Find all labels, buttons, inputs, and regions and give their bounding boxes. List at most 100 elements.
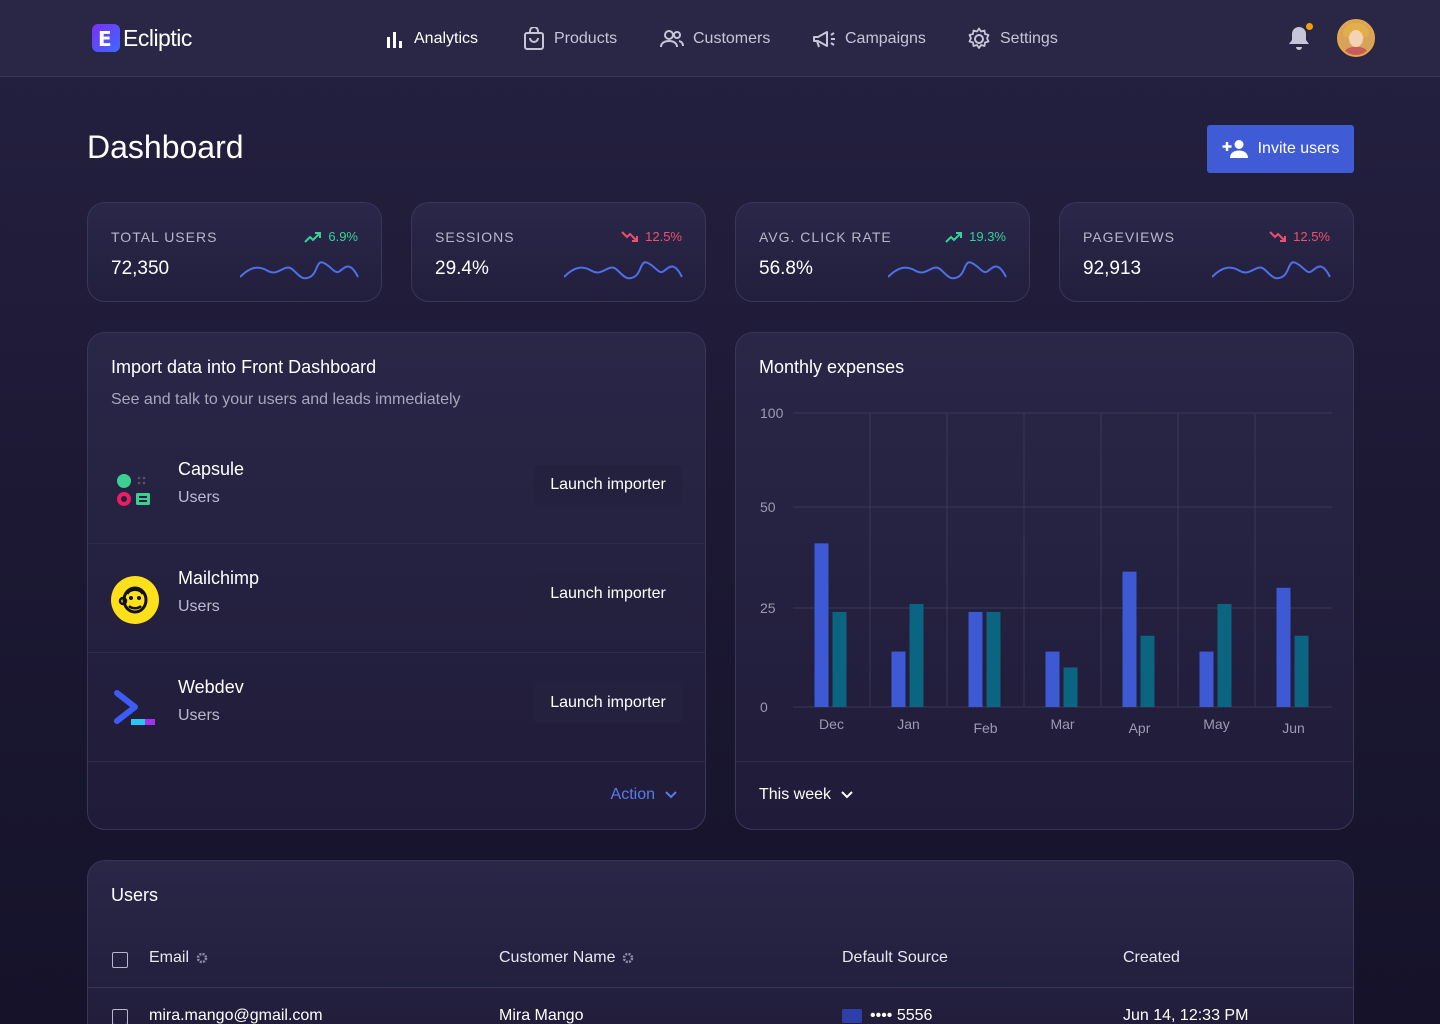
bar: [1045, 651, 1060, 707]
users-table-title: Users: [111, 885, 159, 905]
invite-users-label: Invite users: [1257, 140, 1340, 157]
stat-change-value: 12.5%: [645, 229, 682, 244]
bar-chart-icon: [387, 32, 402, 48]
select-all-checkbox[interactable]: [112, 952, 128, 968]
bar: [814, 543, 829, 707]
cell-email: mira.mango@gmail.com: [149, 1007, 323, 1024]
logo-letter: E: [98, 27, 112, 51]
bar: [1140, 635, 1155, 707]
launch-importer-button[interactable]: Launch importer: [534, 465, 682, 505]
column-header-label: Created: [1123, 949, 1180, 966]
stat-label: SESSIONS: [435, 229, 515, 245]
gear-icon[interactable]: [196, 952, 208, 964]
importer-subtitle: Users: [178, 489, 220, 506]
webdev-logo-icon: [114, 690, 155, 725]
nav-label-settings: Settings: [1000, 30, 1058, 47]
cell-created: Jun 14, 12:33 PM: [1123, 1007, 1249, 1024]
bar: [986, 611, 1001, 707]
stat-card-sessions: SESSIONS 12.5% 29.4%: [411, 202, 706, 302]
nav-label-products: Products: [554, 30, 618, 47]
action-label: Action: [610, 786, 655, 803]
sparkline: [564, 261, 683, 280]
app-name: Ecliptic: [123, 24, 192, 51]
add-user-icon: [1222, 140, 1248, 158]
bar: [1199, 651, 1214, 707]
column-header-label: Default Source: [842, 949, 948, 966]
trend-up-icon: [304, 231, 322, 243]
logo-mark-icon: E: [92, 24, 120, 52]
x-tick-label: Mar: [1050, 716, 1074, 732]
period-select[interactable]: This week: [759, 786, 853, 804]
users-icon: [660, 30, 684, 48]
nav-item-campaigns[interactable]: Campaigns: [812, 24, 926, 54]
chevron-down-icon: [665, 791, 677, 799]
column-header-label: Customer Name: [499, 949, 616, 966]
stat-value: 92,913: [1083, 258, 1142, 279]
nav-item-settings[interactable]: Settings: [967, 24, 1058, 54]
trend-up-icon: [945, 231, 963, 243]
megaphone-icon: [813, 31, 835, 48]
stat-change-value: 12.5%: [1293, 229, 1330, 244]
notification-dot: [1306, 23, 1313, 30]
y-tick-label: 25: [760, 600, 776, 616]
column-header-customer-name[interactable]: Customer Name: [499, 949, 634, 967]
credit-card-icon: [842, 1009, 862, 1023]
trend-down-icon: [1269, 230, 1287, 242]
page-title: Dashboard: [87, 129, 244, 165]
x-tick-label: Dec: [819, 716, 844, 732]
sparkline: [1212, 261, 1331, 280]
bar: [909, 603, 924, 707]
stat-value: 72,350: [111, 258, 170, 279]
nav-label-analytics: Analytics: [414, 30, 479, 47]
stat-value: 56.8%: [759, 258, 813, 279]
import-panel-subtitle: See and talk to your users and leads imm…: [111, 391, 461, 408]
stat-card-total-users: TOTAL USERS 6.9% 72,350: [87, 202, 382, 302]
importer-name: Capsule: [178, 459, 245, 479]
trend-down-icon: [621, 230, 639, 242]
bar: [968, 611, 983, 707]
row-checkbox[interactable]: [112, 1009, 128, 1024]
sparkline: [240, 261, 359, 280]
period-label: This week: [759, 786, 832, 803]
column-header-created[interactable]: Created: [1123, 949, 1180, 967]
x-tick-label: Jan: [897, 716, 920, 732]
bar: [891, 651, 906, 707]
action-dropdown[interactable]: Action: [611, 786, 677, 804]
avatar-shirt: [1343, 47, 1369, 55]
stat-change: 6.9%: [304, 229, 358, 244]
nav-item-products[interactable]: Products: [523, 24, 617, 54]
monthly-expenses-chart: 100 50 25 0 Dec Jan Feb Mar Apr May Jun: [760, 405, 1332, 736]
chevron-down-icon: [841, 791, 853, 799]
gear-icon[interactable]: [622, 952, 634, 964]
stat-change: 12.5%: [621, 229, 682, 244]
nav-item-analytics[interactable]: Analytics: [385, 24, 478, 54]
nav-label-campaigns: Campaigns: [845, 30, 926, 47]
invite-users-button[interactable]: Invite users: [1207, 125, 1354, 173]
import-panel-title: Import data into Front Dashboard: [111, 357, 377, 377]
user-avatar[interactable]: [1337, 19, 1375, 57]
bar: [1217, 603, 1232, 707]
sparkline: [888, 261, 1007, 280]
card-number: •••• 5556: [870, 1007, 933, 1024]
importer-row-mailchimp: Mailchimp Users Launch importer: [88, 544, 705, 653]
column-header-default-source[interactable]: Default Source: [842, 949, 948, 967]
bar: [1063, 667, 1078, 707]
launch-importer-button[interactable]: Launch importer: [534, 574, 682, 614]
top-navigation-bar: E Ecliptic Analytics Products Customers …: [0, 0, 1440, 77]
column-header-label: Email: [149, 949, 190, 966]
launch-importer-button[interactable]: Launch importer: [534, 683, 682, 723]
stat-change-value: 19.3%: [969, 229, 1006, 244]
users-table-panel: Users Email Customer Name Default Source…: [87, 860, 1354, 1024]
importer-name: Webdev: [178, 677, 244, 697]
column-header-email[interactable]: Email: [149, 949, 208, 967]
nav-item-customers[interactable]: Customers: [660, 24, 770, 54]
import-data-panel: Import data into Front Dashboard See and…: [87, 332, 706, 830]
stat-label: TOTAL USERS: [111, 229, 218, 245]
stat-change: 12.5%: [1269, 229, 1330, 244]
bar: [1294, 635, 1309, 707]
shopping-bag-icon: [524, 27, 544, 50]
app-logo[interactable]: E Ecliptic: [92, 24, 192, 52]
bar: [1122, 571, 1137, 707]
notification-bell-icon[interactable]: [1287, 25, 1311, 51]
importer-subtitle: Users: [178, 598, 220, 615]
